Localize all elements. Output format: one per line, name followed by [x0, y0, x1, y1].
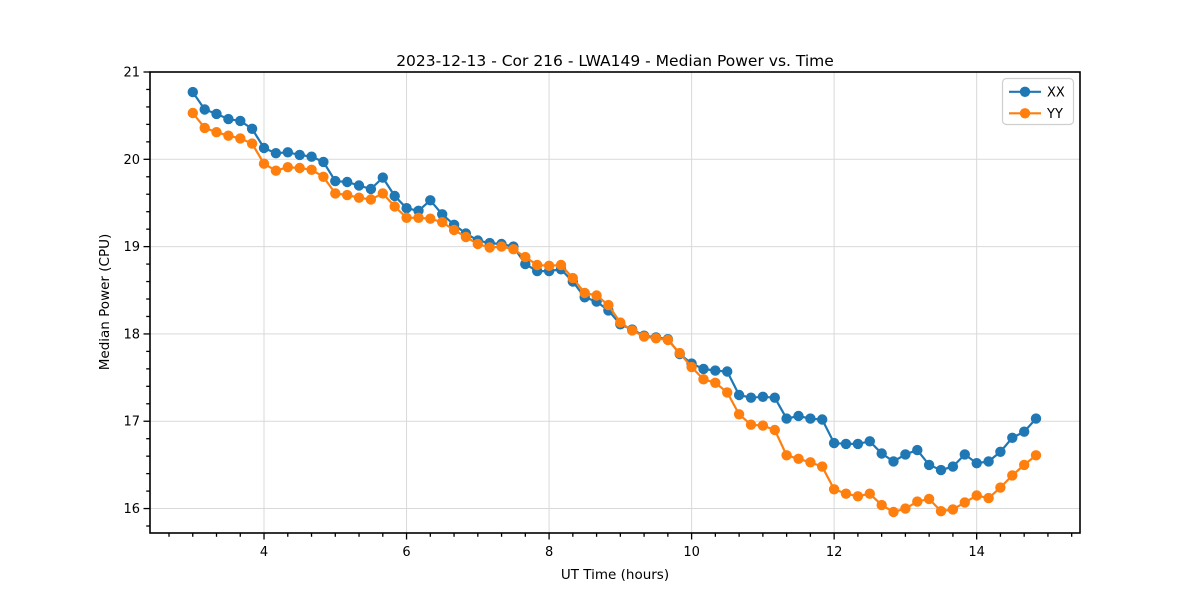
legend-label-xx: XX — [1047, 86, 1065, 101]
grid-layer — [150, 71, 1080, 533]
series-yy — [187, 107, 1042, 518]
y-axis-label: Median Power (CPU) — [97, 234, 113, 370]
plot-frame — [149, 71, 1081, 534]
svg-text:10: 10 — [683, 545, 700, 560]
svg-text:6: 6 — [402, 545, 410, 560]
series-layer — [187, 86, 1042, 518]
svg-text:20: 20 — [123, 153, 140, 168]
x-axis-label: UT Time (hours) — [561, 567, 669, 583]
svg-text:19: 19 — [123, 240, 140, 255]
tick-labels-layer: 4 6 8 10 12 14 16 17 18 19 20 21 — [123, 66, 984, 561]
legend-swatches — [1009, 86, 1041, 119]
legend: XX YY — [1001, 77, 1075, 126]
svg-text:12: 12 — [826, 545, 843, 560]
svg-text:18: 18 — [123, 327, 140, 342]
svg-text:17: 17 — [123, 415, 140, 430]
legend-label-yy: YY — [1046, 107, 1063, 122]
svg-text:4: 4 — [260, 545, 268, 560]
svg-text:21: 21 — [123, 66, 140, 81]
ticks-layer — [143, 71, 1073, 540]
chart-title: 2023-12-13 - Cor 216 - LWA149 - Median P… — [396, 52, 834, 70]
svg-text:14: 14 — [968, 545, 985, 560]
svg-text:16: 16 — [123, 502, 140, 517]
series-xx — [187, 86, 1042, 476]
svg-text:8: 8 — [545, 545, 553, 560]
